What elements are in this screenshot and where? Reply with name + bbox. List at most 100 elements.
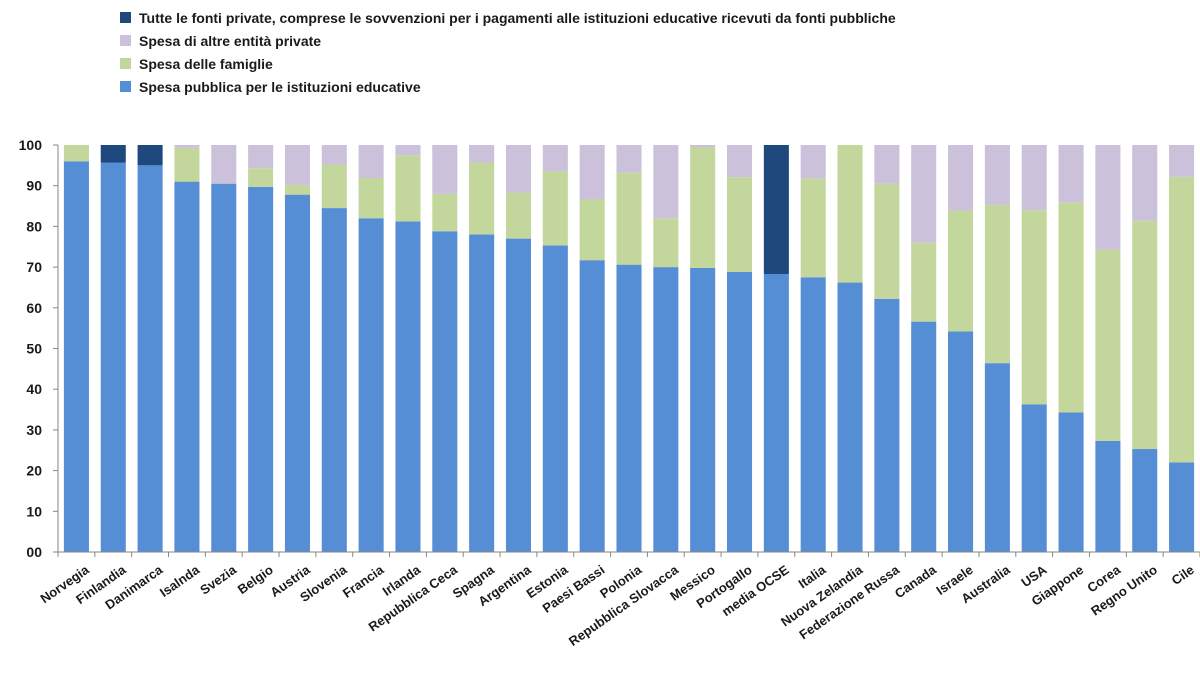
bar-segment: [211, 145, 237, 184]
legend-item: Spesa delle famiglie: [120, 52, 896, 75]
bar-segment: [1132, 145, 1158, 221]
bar-segment: [690, 145, 716, 148]
bar-segment: [911, 321, 937, 552]
x-category-label: Svezia: [197, 562, 239, 598]
bar-segment: [469, 145, 495, 163]
y-tick-label: 20: [26, 463, 42, 479]
bar-segment: [321, 164, 347, 209]
y-tick-label: 30: [26, 422, 42, 438]
bar-segment: [1095, 440, 1121, 552]
bar-segment: [800, 277, 826, 552]
bar-segment: [505, 192, 532, 239]
x-category-label: Isalnda: [157, 562, 203, 600]
bar-segment: [690, 147, 716, 268]
bar-segment: [321, 208, 347, 552]
bar-segment: [358, 145, 384, 178]
bar-segment: [763, 145, 789, 275]
bar-segment: [653, 267, 679, 552]
bar-segment: [174, 181, 200, 552]
legend-item: Spesa pubblica per le istituzioni educat…: [120, 75, 896, 98]
bar-segment: [542, 245, 568, 552]
bar-segment: [100, 162, 126, 552]
bar-segment: [63, 161, 89, 552]
y-tick-label: 100: [19, 137, 43, 153]
bar-segment: [800, 145, 826, 179]
bar-segment: [469, 234, 495, 552]
bar-segment: [542, 145, 568, 172]
bar-segment: [505, 238, 532, 553]
y-tick-label: 40: [26, 381, 42, 397]
x-category-label: Francia: [340, 562, 387, 601]
bar-segment: [1132, 220, 1158, 450]
bar-segment: [1169, 176, 1195, 463]
bar-segment: [984, 363, 1010, 552]
y-tick-label: 10: [26, 503, 42, 519]
bar-segment: [1169, 462, 1195, 552]
bar-segment: [505, 145, 532, 193]
bar-segment: [948, 331, 974, 552]
bar-segment: [432, 231, 458, 552]
bar-segment: [616, 264, 642, 552]
bar-segment: [984, 204, 1010, 364]
legend-label: Spesa pubblica per le istituzioni educat…: [139, 78, 421, 95]
bar-segment: [948, 210, 974, 332]
bar-segment: [984, 145, 1010, 205]
bar-segment: [469, 162, 495, 235]
bar-segment: [248, 168, 274, 187]
legend-label: Spesa delle famiglie: [139, 55, 273, 72]
y-tick-label: 80: [26, 218, 42, 234]
legend-swatch: [120, 12, 131, 23]
legend-label: Tutte le fonti private, comprese le sovv…: [139, 9, 896, 26]
x-category-label: Cile: [1169, 562, 1197, 588]
bar-segment: [358, 218, 384, 552]
bar-segment: [763, 274, 789, 552]
bar-segment: [542, 171, 568, 246]
bar-segment: [248, 186, 274, 552]
bar-segment: [616, 145, 642, 173]
y-tick-label: 70: [26, 259, 42, 275]
bar-segment: [690, 267, 716, 552]
stacked-bar-chart: 00102030405060708090100NorvegiaFinlandia…: [19, 137, 1200, 649]
bar-segment: [837, 145, 863, 283]
bar-segment: [874, 183, 900, 299]
bar-segment: [1021, 210, 1047, 405]
bar-segment: [432, 145, 458, 194]
bar-segment: [948, 145, 974, 211]
bar-segment: [174, 147, 200, 182]
bar-segment: [579, 145, 605, 200]
bar-segment: [395, 221, 421, 552]
legend-swatch: [120, 81, 131, 92]
bar-segment: [284, 194, 310, 552]
bar-segment: [63, 145, 89, 162]
bar-segment: [137, 145, 163, 166]
legend-swatch: [120, 35, 131, 46]
bar-segment: [1095, 145, 1121, 250]
bar-segment: [211, 183, 237, 552]
bar-segment: [1021, 145, 1047, 211]
bar-segment: [395, 155, 421, 222]
legend-item: Spesa di altre entità private: [120, 29, 896, 52]
y-tick-label: 50: [26, 341, 42, 357]
bar-segment: [653, 145, 679, 219]
bar-segment: [248, 145, 274, 169]
bar-segment: [321, 145, 347, 165]
bar-segment: [911, 145, 937, 243]
bar-segment: [284, 145, 310, 185]
bar-segment: [653, 218, 679, 268]
bar-segment: [837, 282, 863, 552]
bar-segment: [616, 172, 642, 265]
bar-segment: [284, 184, 310, 195]
bar-segment: [874, 298, 900, 552]
bar-segment: [1058, 202, 1084, 413]
bar-segment: [1058, 145, 1084, 203]
bar-segment: [395, 145, 421, 156]
x-category-label: Canada: [892, 562, 940, 602]
y-tick-label: 90: [26, 178, 42, 194]
bar-segment: [1021, 404, 1047, 552]
legend-item: Tutte le fonti private, comprese le sovv…: [120, 6, 896, 29]
bar-segment: [726, 271, 753, 552]
bar-segment: [1095, 249, 1121, 441]
legend-label: Spesa di altre entità private: [139, 32, 322, 49]
bar-segment: [432, 193, 458, 232]
bar-segment: [726, 177, 753, 272]
